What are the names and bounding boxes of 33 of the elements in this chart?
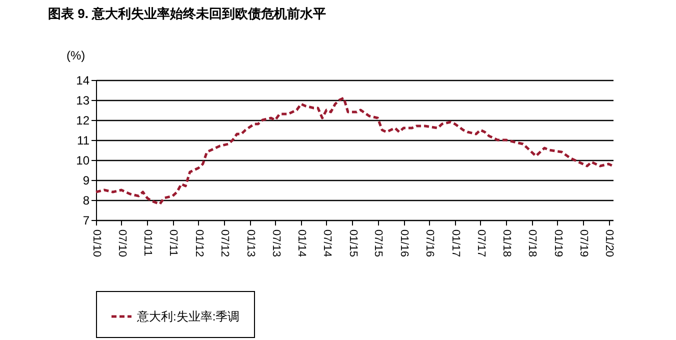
y-tick-label: 13 <box>76 94 90 108</box>
legend-label: 意大利:失业率:季调 <box>136 310 240 324</box>
y-tick-label: 9 <box>82 174 90 188</box>
line-series <box>94 96 614 206</box>
x-tick-label: 01/17 <box>449 230 462 258</box>
y-tick-label: 12 <box>76 114 90 128</box>
x-tick-label: 01/18 <box>500 230 513 258</box>
y-tick-label: 11 <box>77 134 90 148</box>
x-tick-label: 01/20 <box>603 230 616 258</box>
x-tick-label: 01/12 <box>192 230 205 258</box>
y-axis-title: (%) <box>66 48 86 62</box>
x-tick-label: 07/14 <box>320 230 333 258</box>
x-tick-label: 07/13 <box>270 230 282 258</box>
x-tick-label: 07/12 <box>218 230 231 258</box>
x-tick-label: 01/14 <box>296 230 308 258</box>
x-tick-label: 07/10 <box>116 230 128 258</box>
y-tick-label: 14 <box>76 74 90 88</box>
y-tick-label: 10 <box>76 154 90 168</box>
y-tick-label: 7 <box>82 214 90 228</box>
x-tick-label: 01/13 <box>244 230 256 258</box>
x-tick-label: 01/15 <box>346 230 359 258</box>
x-tick-label: 07/15 <box>372 230 384 258</box>
x-tick-label: 07/16 <box>424 230 436 258</box>
x-tick-label: 07/17 <box>474 230 487 258</box>
chart-title: 图表 9. 意大利失业率始终未回到欧债危机前水平 <box>48 6 326 21</box>
x-tick-label: 01/19 <box>552 230 564 258</box>
x-tick-label: 01/16 <box>398 230 410 258</box>
x-tick-label: 01/11 <box>142 230 154 256</box>
x-tick-label: 07/18 <box>526 230 538 258</box>
x-tick-label: 07/19 <box>577 230 590 258</box>
x-tick-label: 07/11 <box>167 230 180 256</box>
y-tick-label: 8 <box>82 194 90 208</box>
x-tick-label: 01/10 <box>90 230 102 258</box>
